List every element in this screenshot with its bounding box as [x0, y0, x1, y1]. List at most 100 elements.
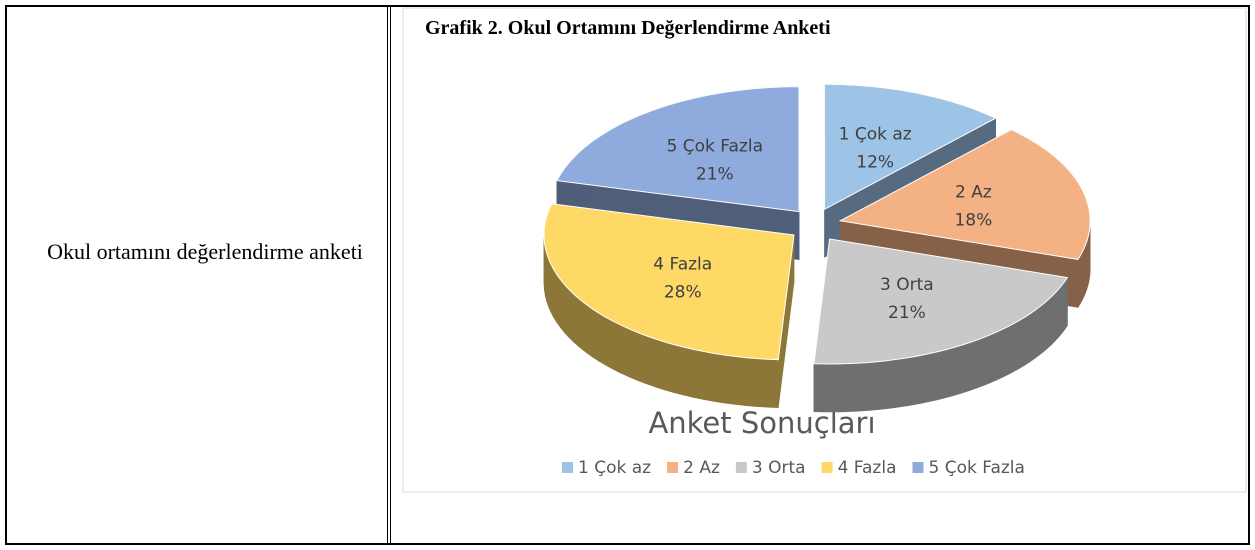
slice-face: [663, 341, 674, 393]
slice-face: [821, 363, 831, 413]
slice-face: [767, 358, 779, 408]
slice-face: [568, 288, 575, 344]
slice-face: [654, 338, 665, 391]
slice-face: [1051, 292, 1056, 346]
data-label-name: 2 Az: [955, 183, 992, 203]
slice: [556, 86, 800, 213]
slice-face: [903, 356, 912, 407]
slice-face: [995, 328, 1003, 381]
slice-face: [1077, 254, 1081, 309]
slice-face: [553, 267, 557, 324]
chart-area: [402, 7, 1247, 493]
data-label-value: 28%: [664, 282, 702, 302]
slice-face: [983, 334, 991, 386]
slice-face: [1024, 313, 1030, 366]
slice: [813, 238, 1069, 365]
slice-face: [734, 356, 746, 406]
slice-face: [692, 348, 704, 400]
data-label-name: 4 Fazla: [653, 254, 712, 274]
slice-face: [911, 355, 920, 406]
slice-face: [673, 344, 684, 396]
slice-face: [926, 352, 935, 403]
slice-face: [838, 363, 848, 413]
slice-face: [941, 348, 950, 400]
slice-face: [573, 293, 580, 348]
data-label-value: 21%: [888, 303, 926, 323]
legend-swatch: [821, 462, 833, 473]
legend-swatch: [562, 462, 573, 473]
legend-swatch: [912, 462, 924, 473]
data-label-name: 5 Çok Fazla: [667, 136, 763, 156]
slice-face: [585, 303, 593, 357]
legend-label: 2 Az: [683, 458, 720, 478]
slice-face: [612, 320, 621, 374]
slice-face: [933, 350, 943, 401]
legend-swatch: [735, 462, 747, 473]
slice-face: [887, 359, 896, 409]
slice-face: [1038, 303, 1044, 356]
column-divider: [387, 5, 391, 545]
slice-face: [989, 331, 997, 384]
chart-title: Grafik 2. Okul Ortamını Değerlendirme An…: [425, 17, 831, 39]
slice-face: [598, 312, 606, 366]
slice-face: [969, 339, 978, 391]
slice-face: [550, 263, 554, 318]
slice-face: [879, 360, 888, 410]
legend-label: 5 Çok Fazla: [928, 458, 1024, 478]
legend-label: 1 Çok az: [578, 458, 651, 478]
slice-face: [636, 331, 647, 385]
data-label-value: 12%: [856, 152, 894, 172]
slice-face: [713, 352, 725, 404]
slice-face: [723, 354, 736, 405]
slice-face: [645, 335, 656, 388]
slice-face: [854, 362, 864, 412]
slice-face: [1054, 288, 1059, 342]
slice-face: [628, 328, 638, 381]
slice-face: [830, 363, 839, 413]
slice-face: [1043, 299, 1048, 353]
slice-face: [846, 363, 856, 412]
slice-face: [560, 278, 565, 334]
slice: [838, 129, 1091, 260]
slice: [543, 203, 795, 361]
legend-swatch: [667, 462, 679, 473]
slice-face: [548, 258, 551, 312]
data-label-name: 3 Orta: [880, 275, 934, 295]
slice-face: [564, 283, 570, 339]
slice-face: [1001, 326, 1009, 378]
slice-face: [948, 346, 957, 398]
slice-face: [1061, 280, 1066, 335]
slice-face: [955, 344, 964, 396]
data-label-name: 1 Çok az: [839, 124, 912, 144]
slice-face: [605, 316, 614, 370]
slice-face: [1034, 306, 1040, 360]
cell-text: Okul ortamını değerlendirme anketi: [47, 239, 363, 264]
slice-face: [745, 357, 757, 407]
slice-face: [591, 307, 599, 362]
slice-face: [620, 324, 629, 378]
slice-face: [918, 353, 928, 405]
slice-face: [976, 337, 984, 389]
slice-face: [579, 298, 586, 353]
slice-face: [1013, 319, 1020, 373]
slice-face: [862, 361, 872, 412]
slice-face: [1058, 284, 1063, 338]
slice-face: [895, 358, 904, 408]
slice: [824, 83, 997, 211]
slice-face: [756, 358, 768, 408]
data-label-value: 18%: [954, 211, 992, 231]
slice-face: [962, 341, 971, 394]
legend-label: 3 Orta: [752, 458, 806, 478]
slice-face: [871, 361, 880, 411]
slice-face: [1047, 295, 1052, 349]
slice-face: [1064, 276, 1068, 331]
slice-face: [1029, 310, 1035, 363]
slice-face: [1018, 316, 1025, 369]
table-border: [5, 5, 1250, 545]
slice-face: [1007, 323, 1015, 376]
slice-face: [682, 346, 694, 398]
data-label-value: 21%: [696, 164, 734, 184]
legend-label: 4 Fazla: [838, 458, 897, 478]
